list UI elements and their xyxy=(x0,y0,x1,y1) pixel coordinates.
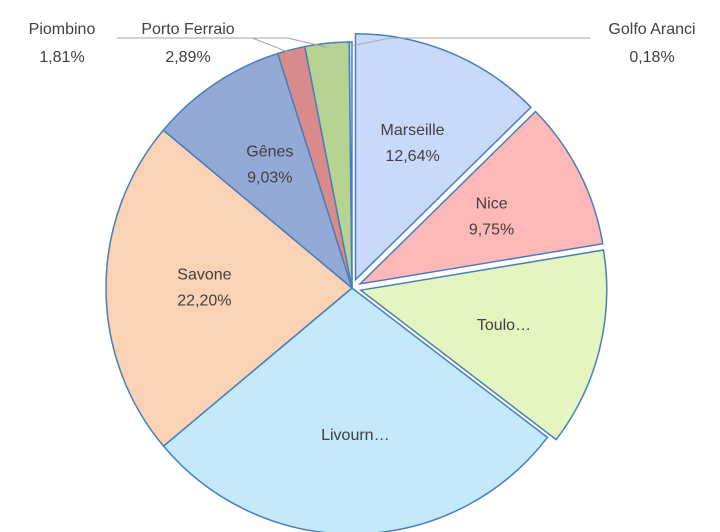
leader-line xyxy=(350,37,590,47)
value-label: 0,18% xyxy=(629,49,674,66)
category-label: Porto Ferraio xyxy=(141,21,234,38)
pie-slice xyxy=(162,287,549,532)
category-label: Piombino xyxy=(29,21,96,38)
pie-slice xyxy=(105,129,354,448)
leader-line xyxy=(243,37,328,48)
category-label: Gênes xyxy=(246,144,293,161)
pie-slice xyxy=(162,52,354,291)
value-label: 2,89% xyxy=(165,49,210,66)
value-label: 9,03% xyxy=(247,170,292,187)
value-label: 22,20% xyxy=(177,292,231,309)
category-label: Golfo Aranci xyxy=(608,21,695,38)
pie-slice xyxy=(348,41,353,289)
pie-slice xyxy=(357,110,604,286)
category-label: Toulo… xyxy=(477,317,531,334)
value-label: 1,81% xyxy=(39,49,84,66)
category-label: Livourn… xyxy=(321,427,389,444)
category-label: Savone xyxy=(177,266,231,283)
value-label: 12,64% xyxy=(385,148,439,165)
pie-slice xyxy=(354,32,533,282)
category-label: Marseille xyxy=(381,122,445,139)
pie-slice xyxy=(358,249,608,441)
category-label: Nice xyxy=(476,195,508,212)
value-label: 9,75% xyxy=(469,221,514,238)
